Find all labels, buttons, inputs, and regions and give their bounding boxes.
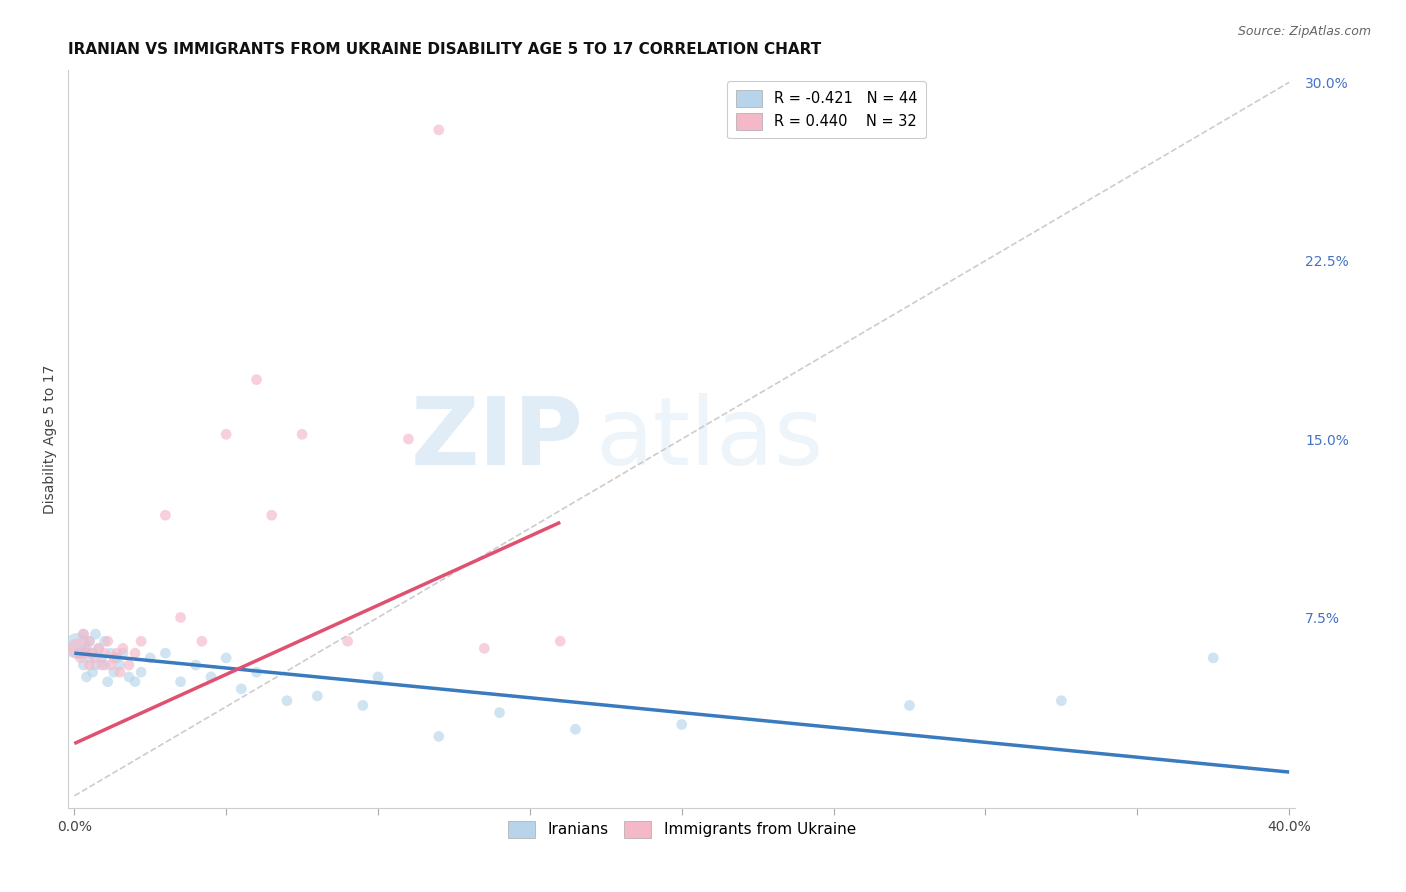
Point: [129, 634, 152, 648]
Point: [367, 670, 389, 684]
Point: [124, 646, 146, 660]
Point: [90, 651, 112, 665]
Point: [352, 698, 374, 713]
Point: [84, 651, 107, 665]
Point: [105, 646, 128, 660]
Point: [427, 730, 450, 744]
Point: [87, 641, 110, 656]
Point: [103, 651, 125, 665]
Point: [564, 723, 586, 737]
Legend: Iranians, Immigrants from Ukraine: Iranians, Immigrants from Ukraine: [502, 814, 862, 845]
Point: [97, 634, 120, 648]
Point: [79, 658, 101, 673]
Point: [69, 651, 91, 665]
Point: [103, 665, 125, 680]
Point: [291, 427, 314, 442]
Point: [548, 634, 571, 648]
Point: [87, 641, 110, 656]
Point: [79, 651, 101, 665]
Point: [82, 646, 104, 660]
Point: [169, 674, 191, 689]
Point: [898, 698, 921, 713]
Text: IRANIAN VS IMMIGRANTS FROM UKRAINE DISABILITY AGE 5 TO 17 CORRELATION CHART: IRANIAN VS IMMIGRANTS FROM UKRAINE DISAB…: [69, 42, 821, 57]
Point: [93, 634, 115, 648]
Point: [129, 665, 152, 680]
Point: [82, 665, 104, 680]
Point: [155, 646, 177, 660]
Point: [118, 670, 141, 684]
Point: [427, 123, 450, 137]
Point: [307, 689, 329, 703]
Point: [231, 681, 253, 696]
Point: [108, 658, 131, 673]
Point: [118, 658, 141, 673]
Point: [100, 658, 122, 673]
Point: [79, 634, 101, 648]
Point: [1050, 694, 1073, 708]
Point: [100, 646, 122, 660]
Point: [215, 427, 238, 442]
Point: [72, 627, 94, 641]
Point: [75, 670, 97, 684]
Point: [245, 373, 267, 387]
Point: [396, 432, 419, 446]
Point: [1202, 651, 1225, 665]
Point: [169, 610, 191, 624]
Point: [124, 674, 146, 689]
Text: ZIP: ZIP: [411, 393, 583, 485]
Point: [97, 674, 120, 689]
Point: [200, 670, 222, 684]
Y-axis label: Disability Age 5 to 17: Disability Age 5 to 17: [44, 365, 58, 514]
Point: [276, 694, 298, 708]
Point: [84, 627, 107, 641]
Text: atlas: atlas: [596, 393, 824, 485]
Point: [472, 641, 495, 656]
Point: [66, 641, 89, 656]
Point: [336, 634, 359, 648]
Point: [488, 706, 510, 720]
Point: [111, 646, 134, 660]
Point: [245, 665, 267, 680]
Point: [72, 627, 94, 641]
Point: [82, 646, 104, 660]
Point: [79, 634, 101, 648]
Point: [155, 508, 177, 523]
Point: [139, 651, 162, 665]
Point: [66, 639, 89, 653]
Point: [84, 658, 107, 673]
Text: Source: ZipAtlas.com: Source: ZipAtlas.com: [1237, 25, 1371, 38]
Point: [671, 717, 693, 731]
Point: [90, 658, 112, 673]
Point: [260, 508, 283, 523]
Point: [105, 651, 128, 665]
Point: [108, 665, 131, 680]
Point: [75, 646, 97, 660]
Point: [93, 658, 115, 673]
Point: [215, 651, 238, 665]
Point: [72, 658, 94, 673]
Point: [184, 658, 207, 673]
Point: [75, 641, 97, 656]
Point: [93, 646, 115, 660]
Point: [191, 634, 214, 648]
Point: [69, 646, 91, 660]
Point: [111, 641, 134, 656]
